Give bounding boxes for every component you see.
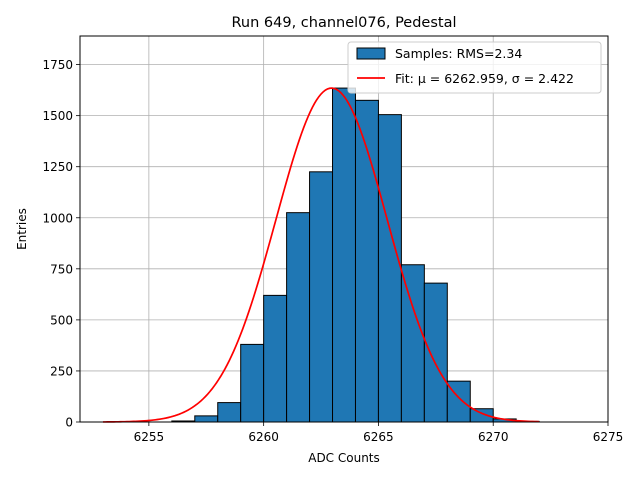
- axis-ticks: 6255 6260 6265 6270 6275 0 250 500 750 1000 1250 15…: [42, 58, 623, 444]
- x-tick-label: 6265: [363, 430, 394, 444]
- histogram-bar: [263, 294, 288, 423]
- histogram-bar: [423, 282, 448, 423]
- legend: Samples: RMS=2.34 Fit: μ = 6262.959, σ =…: [347, 41, 602, 94]
- histogram-bar: [286, 212, 311, 423]
- x-tick-label: 6255: [134, 430, 165, 444]
- y-tick-label: 1250: [42, 160, 73, 174]
- y-tick-label: 250: [50, 364, 73, 378]
- y-tick-label: 1500: [42, 109, 73, 123]
- y-tick-label: 500: [50, 313, 73, 327]
- y-axis-title: Entries: [15, 208, 29, 250]
- fit-curve: [102, 87, 540, 423]
- legend-histogram-swatch: [356, 47, 386, 60]
- histogram-bar: [332, 87, 356, 423]
- histogram-bar: [194, 415, 219, 423]
- histogram-bar: [377, 114, 402, 423]
- histogram-bars: [171, 87, 540, 423]
- legend-fit-label: Fit: μ = 6262.959, σ = 2.422: [395, 71, 574, 86]
- histogram-bar: [309, 171, 334, 423]
- y-tick-label: 750: [50, 262, 73, 276]
- fit-curve-group: [102, 87, 540, 423]
- y-tick-label: 1000: [42, 211, 73, 225]
- x-tick-label: 6260: [248, 430, 279, 444]
- legend-histogram-label: Samples: RMS=2.34: [395, 46, 522, 61]
- x-axis-title: ADC Counts: [308, 451, 380, 465]
- x-tick-label: 6275: [593, 430, 624, 444]
- histogram-bar: [217, 402, 242, 423]
- x-tick-label: 6270: [478, 430, 509, 444]
- y-tick-label: 0: [65, 416, 73, 430]
- histogram-bar: [400, 264, 425, 423]
- histogram-bar: [240, 343, 265, 423]
- chart-title: Run 649, channel076, Pedestal: [231, 15, 456, 31]
- plot-frame: [79, 35, 609, 423]
- y-tick-label: 1750: [42, 58, 73, 72]
- legend-box: [347, 41, 602, 94]
